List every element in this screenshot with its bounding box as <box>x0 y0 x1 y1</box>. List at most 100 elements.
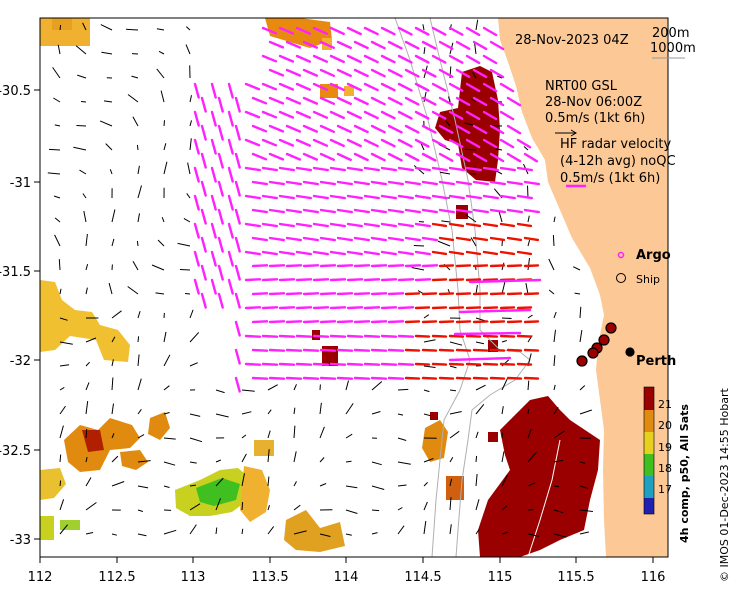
hf-arrow <box>387 292 405 296</box>
hf-arrow <box>506 96 522 107</box>
x-tick-113-5: 113.5 <box>251 570 288 585</box>
hf-arrow <box>499 110 515 121</box>
hf-arrow <box>312 334 330 338</box>
model-arrow <box>397 413 404 416</box>
hf-arrow <box>448 194 465 200</box>
hf-arrow <box>431 278 448 282</box>
model-arrow <box>475 285 478 295</box>
hf-arrow <box>506 320 523 324</box>
ship-label: Ship <box>636 273 660 286</box>
model-arrow <box>127 94 139 103</box>
model-arrow <box>155 292 165 295</box>
model-arrow <box>345 509 358 514</box>
hf-arrow <box>397 334 415 338</box>
hf-arrow <box>312 82 328 91</box>
hf-arrow <box>363 110 379 120</box>
hf-arrow <box>489 180 506 186</box>
model-arrow <box>111 310 122 319</box>
hf-arrow <box>523 292 540 296</box>
model-arrow <box>85 287 88 295</box>
model-arrow <box>496 170 503 175</box>
hf-arrow <box>438 124 454 134</box>
x-tick-114-5: 114.5 <box>404 570 441 585</box>
hf-arrow <box>363 278 381 282</box>
model-arrow <box>131 75 139 79</box>
hf-arrow <box>278 306 296 310</box>
model-arrow <box>111 238 115 247</box>
model-arrow <box>413 245 425 247</box>
hf-arrow <box>336 208 353 214</box>
hf-arrow <box>295 54 311 63</box>
model-arrow <box>293 425 296 439</box>
hf-arrow <box>268 96 285 105</box>
model-arrow <box>73 146 87 151</box>
model-arrow <box>449 430 460 439</box>
hf-arrow <box>210 194 217 211</box>
hf-arrow <box>465 362 482 366</box>
model-arrow <box>579 385 586 391</box>
hf-arrow <box>370 40 386 50</box>
hf-arrow <box>251 348 269 352</box>
hf-arrow <box>380 334 398 338</box>
hf-arrow <box>244 110 261 119</box>
model-arrow <box>215 527 218 535</box>
hf-arrow <box>489 96 505 107</box>
hf-arrow <box>227 110 234 127</box>
model-arrow <box>111 481 125 487</box>
model-arrow <box>186 193 191 199</box>
hf-arrow <box>448 362 465 366</box>
hf-arrow <box>244 138 261 147</box>
x-tick-114: 114 <box>334 570 359 585</box>
hf-arrow <box>285 152 302 161</box>
hf-arrow <box>472 96 488 107</box>
hf-arrow <box>319 124 335 134</box>
hf-arrow <box>482 54 498 65</box>
model-arrow <box>439 171 451 175</box>
model-arrow <box>241 411 252 415</box>
hf-arrow <box>234 292 241 309</box>
hf-arrow <box>295 306 313 310</box>
hf-arrow <box>363 250 380 256</box>
hf-arrow <box>295 166 312 172</box>
hf-arrow <box>516 306 533 310</box>
hf-arrow <box>346 82 362 92</box>
model-arrow <box>111 336 116 343</box>
hf-arrow <box>353 180 370 186</box>
y-tick-32-5: -32.5 <box>0 444 31 459</box>
hf-arrow <box>421 320 438 324</box>
model-arrow <box>137 378 142 391</box>
hf-arrow <box>285 348 303 352</box>
hf-arrow <box>431 138 447 148</box>
hf-arrow <box>523 152 539 163</box>
hf-arrow <box>302 376 320 380</box>
hf-arrow <box>438 180 455 186</box>
model-arrow <box>552 234 555 247</box>
model-arrow <box>82 22 87 31</box>
hf-arrow <box>472 320 489 324</box>
hf-arrow <box>268 320 286 324</box>
hf-arrow <box>295 138 311 147</box>
model-arrow <box>189 309 194 319</box>
hf-arrow <box>268 152 285 161</box>
y-tick-33: -33 <box>10 533 31 548</box>
hf-arrow <box>268 124 285 133</box>
land-mass <box>498 18 668 557</box>
hf-arrow <box>397 306 415 310</box>
model-arrow <box>397 388 409 391</box>
hf-arrow <box>482 222 499 228</box>
model-arrow <box>163 143 167 151</box>
model-arrow <box>99 120 113 127</box>
hf-arrow <box>200 152 207 169</box>
hf-arrow <box>268 376 286 380</box>
model-arrow <box>137 533 147 537</box>
hf-arrow <box>465 166 482 172</box>
model-arrow <box>75 45 87 55</box>
hf-arrow <box>353 236 370 242</box>
hf-arrow <box>312 250 329 256</box>
hf-arrow <box>285 208 302 214</box>
model-arrow <box>105 143 113 151</box>
hf-arrow <box>210 110 217 127</box>
hf-arrow <box>285 180 302 186</box>
model-arrow <box>497 75 503 79</box>
model-arrow <box>553 384 556 391</box>
